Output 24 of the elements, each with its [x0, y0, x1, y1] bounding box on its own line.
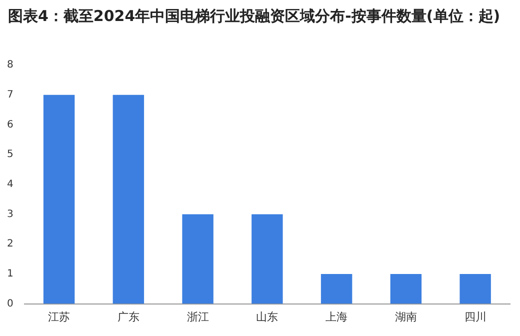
bar: [390, 274, 422, 304]
bar: [112, 94, 144, 304]
x-tick-label: 江苏: [48, 310, 70, 324]
bar: [182, 214, 214, 304]
y-tick-label: 8: [6, 60, 14, 71]
bar: [43, 94, 75, 304]
y-tick-label: 1: [6, 268, 14, 280]
y-tick-label: 2: [6, 238, 14, 250]
y-tick-label: 4: [6, 178, 14, 190]
bar: [320, 274, 352, 304]
x-tick-label: 上海: [326, 310, 348, 324]
y-tick-label: 0: [6, 298, 14, 310]
bar: [252, 214, 283, 304]
x-tick-label: 山东: [256, 310, 278, 324]
x-tick-label: 湖南: [394, 310, 417, 324]
y-tick-label: 5: [6, 149, 14, 160]
y-tick-label: 6: [6, 119, 14, 130]
bar: [460, 274, 491, 304]
y-tick-label: 7: [6, 89, 14, 100]
x-tick-label: 广东: [117, 310, 140, 324]
x-tick-label: 四川: [464, 310, 486, 324]
x-tick-label: 浙江: [186, 310, 209, 324]
chart-title: 图表4：截至2024年中国电梯行业投融资区域分布-按事件数量(单位：起): [8, 6, 502, 26]
y-tick-label: 3: [6, 208, 14, 220]
